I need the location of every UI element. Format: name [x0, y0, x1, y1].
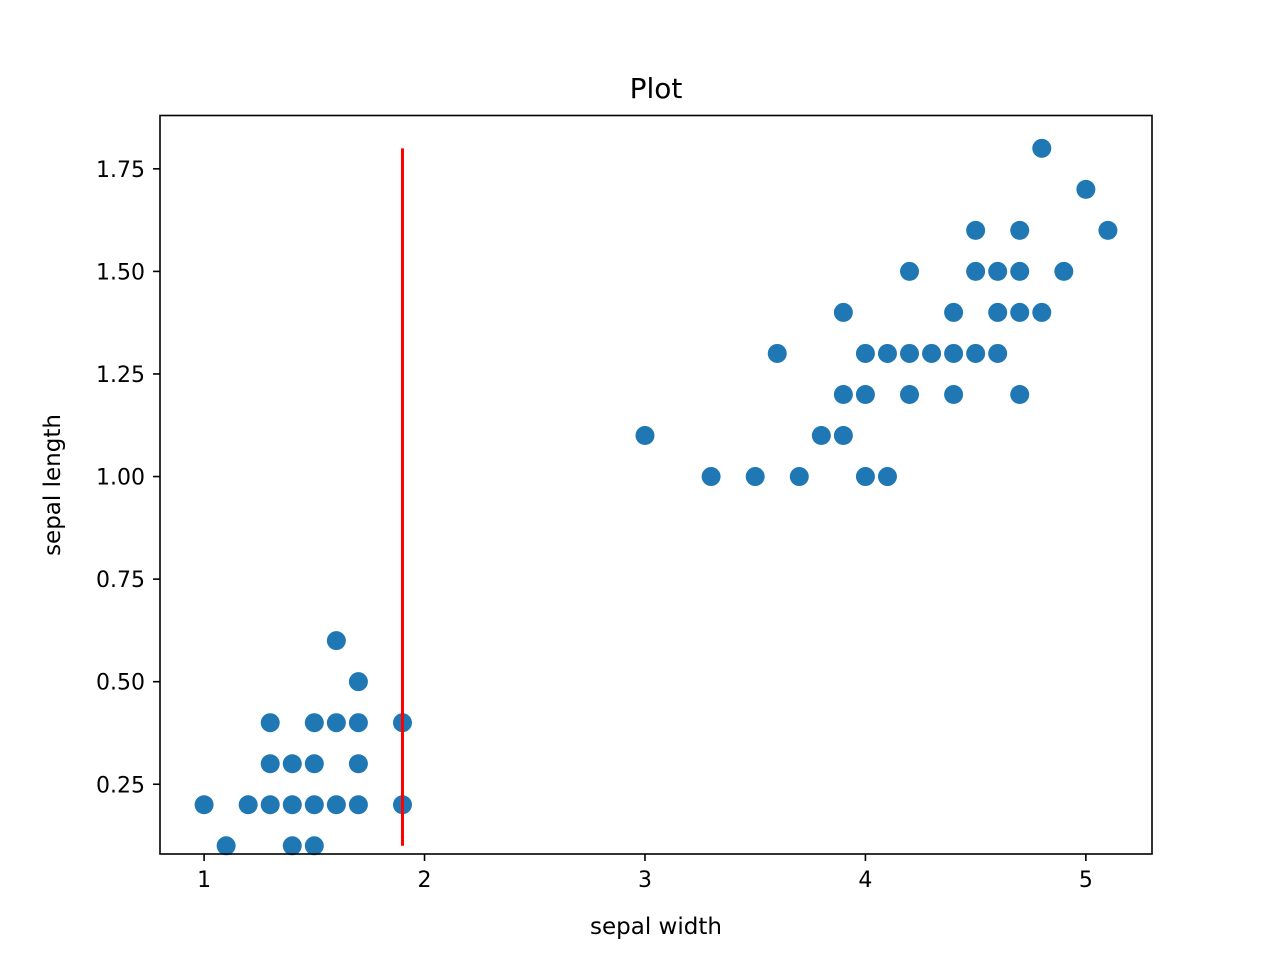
data-point-10 — [304, 795, 324, 815]
data-point-34 — [877, 467, 897, 487]
data-point-22 — [635, 426, 655, 446]
data-point-8 — [282, 754, 302, 774]
x-axis: 1 2 3 4 5 — [197, 854, 1093, 893]
data-point-1 — [216, 836, 236, 856]
data-point-52 — [1010, 220, 1030, 240]
x-tick-label-0: 1 — [197, 868, 211, 893]
data-point-28 — [833, 426, 853, 446]
data-point-12 — [304, 713, 324, 733]
data-point-50 — [1010, 302, 1030, 322]
data-point-29 — [833, 384, 853, 404]
data-point-5 — [260, 713, 280, 733]
data-point-4 — [260, 754, 280, 774]
x-tick-label-4: 5 — [1079, 868, 1093, 893]
y-tick-label-0: 0.25 — [96, 773, 145, 798]
data-point-16 — [348, 795, 368, 815]
data-point-23 — [701, 467, 721, 487]
data-point-45 — [966, 220, 986, 240]
data-point-33 — [855, 343, 875, 363]
y-tick-label-3: 1.00 — [96, 466, 145, 491]
data-point-27 — [811, 426, 831, 446]
data-point-9 — [304, 836, 324, 856]
data-point-14 — [326, 713, 346, 733]
y-tick-label-2: 0.75 — [96, 568, 145, 593]
data-point-18 — [348, 713, 368, 733]
x-tick-label-3: 4 — [858, 868, 872, 893]
x-tick-label-2: 3 — [638, 868, 652, 893]
plot-marks — [194, 138, 1118, 856]
data-point-13 — [326, 795, 346, 815]
data-point-46 — [988, 343, 1008, 363]
data-point-30 — [833, 302, 853, 322]
x-axis-label: sepal width — [590, 914, 722, 940]
data-point-48 — [988, 261, 1008, 281]
data-point-56 — [1076, 179, 1096, 199]
data-point-24 — [745, 467, 765, 487]
y-tick-label-5: 1.50 — [96, 260, 145, 285]
data-point-26 — [789, 467, 809, 487]
data-point-49 — [1010, 384, 1030, 404]
x-tick-label-1: 2 — [418, 868, 432, 893]
data-point-55 — [1054, 261, 1074, 281]
data-point-41 — [944, 343, 964, 363]
data-point-51 — [1010, 261, 1030, 281]
data-point-37 — [900, 343, 920, 363]
data-point-44 — [966, 261, 986, 281]
data-point-11 — [304, 754, 324, 774]
data-point-6 — [282, 836, 302, 856]
data-point-35 — [877, 343, 897, 363]
data-point-47 — [988, 302, 1008, 322]
data-point-19 — [348, 672, 368, 692]
data-point-17 — [348, 754, 368, 774]
data-point-31 — [855, 467, 875, 487]
data-point-43 — [966, 343, 986, 363]
y-axis-label: sepal length — [40, 414, 66, 556]
plot-frame — [159, 114, 1153, 855]
data-point-39 — [922, 343, 942, 363]
data-point-40 — [944, 384, 964, 404]
y-tick-label-1: 0.50 — [96, 671, 145, 696]
y-tick-label-4: 1.25 — [96, 363, 145, 388]
data-point-42 — [944, 302, 964, 322]
chart-title: Plot — [630, 72, 683, 105]
data-point-36 — [900, 384, 920, 404]
data-point-53 — [1032, 302, 1052, 322]
data-point-57 — [1098, 220, 1118, 240]
data-point-32 — [855, 384, 875, 404]
y-tick-label-6: 1.75 — [96, 158, 145, 183]
y-axis: 0.25 0.50 0.75 1.00 1.25 1.50 1.75 — [96, 158, 160, 798]
data-point-25 — [767, 343, 787, 363]
data-point-38 — [900, 261, 920, 281]
data-point-7 — [282, 795, 302, 815]
data-point-3 — [260, 795, 280, 815]
data-point-2 — [238, 795, 258, 815]
data-point-54 — [1032, 138, 1052, 158]
data-point-0 — [194, 795, 214, 815]
data-point-15 — [326, 631, 346, 651]
